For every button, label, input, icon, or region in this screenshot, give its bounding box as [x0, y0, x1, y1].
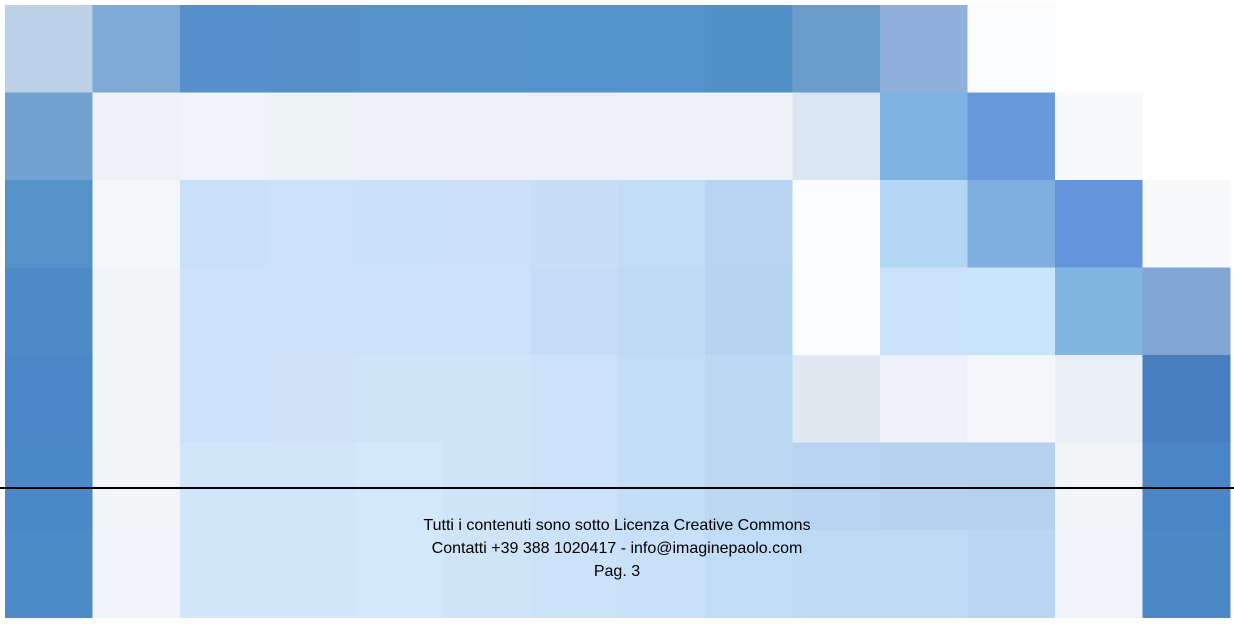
mosaic-tile [705, 93, 793, 181]
mosaic-tile [968, 180, 1056, 268]
mosaic-tile [93, 268, 181, 356]
mosaic-tile [443, 5, 531, 93]
mosaic-tile [93, 5, 181, 93]
mosaic-tile [1143, 443, 1231, 531]
mosaic-tile [793, 268, 881, 356]
mosaic-tile [705, 268, 793, 356]
mosaic-tile [1055, 530, 1143, 618]
mosaic-tile [793, 355, 881, 443]
mosaic-tile [268, 530, 356, 618]
mosaic-tile [180, 268, 268, 356]
mosaic-tile [618, 268, 706, 356]
footer-page-number: Pag. 3 [594, 563, 640, 580]
footer-contacts: Contatti +39 388 1020417 - info@imaginep… [432, 540, 803, 557]
mosaic-tile [530, 5, 618, 93]
mosaic-tile [968, 268, 1056, 356]
mosaic-tile [180, 355, 268, 443]
mosaic-tile [180, 530, 268, 618]
mosaic-tile [268, 180, 356, 268]
mosaic-tile [355, 530, 443, 618]
mosaic-tile [968, 355, 1056, 443]
mosaic-tile [93, 443, 181, 531]
mosaic-tile [355, 355, 443, 443]
page: {"footer": {"license": "Tutti i contenut… [0, 0, 1234, 625]
mosaic-tile [1143, 268, 1231, 356]
mosaic-tile [268, 5, 356, 93]
mosaic-tile [5, 443, 93, 531]
mosaic-tile [180, 93, 268, 181]
mosaic-tile [443, 93, 531, 181]
mosaic-tile [1055, 93, 1143, 181]
mosaic-tile [880, 5, 968, 93]
mosaic-tile [793, 93, 881, 181]
mosaic-tile [180, 180, 268, 268]
mosaic-tile [5, 355, 93, 443]
mosaic-tile [180, 5, 268, 93]
mosaic-tile [968, 93, 1056, 181]
mosaic-tile [1143, 180, 1231, 268]
footer-license: Tutti i contenuti sono sotto Licenza Cre… [423, 517, 810, 534]
mosaic-tile [530, 268, 618, 356]
mosaic-tile [618, 180, 706, 268]
mosaic-tile [793, 5, 881, 93]
mosaic-tile [5, 530, 93, 618]
mosaic-tile [880, 93, 968, 181]
mosaic-tile [93, 355, 181, 443]
mosaic-tile [1143, 355, 1231, 443]
mosaic-tile [443, 180, 531, 268]
mosaic-tile [93, 180, 181, 268]
mosaic-tile [793, 530, 881, 618]
mosaic-tile [443, 268, 531, 356]
mosaic-tile [880, 268, 968, 356]
mosaic-tile [530, 93, 618, 181]
mosaic-tile [268, 268, 356, 356]
mosaic-tile [530, 180, 618, 268]
mosaic-tile [93, 530, 181, 618]
mosaic-tile [268, 355, 356, 443]
mosaic-tile [880, 180, 968, 268]
mosaic-tile [1055, 180, 1143, 268]
mosaic-tile [5, 180, 93, 268]
mosaic-tile [880, 443, 968, 531]
mosaic-tile [180, 443, 268, 531]
document-page: Tutti i contenuti sono sotto Licenza Cre… [0, 0, 1234, 625]
mosaic-tile [968, 5, 1056, 93]
mosaic-tile [355, 180, 443, 268]
mosaic-tile [618, 355, 706, 443]
mosaic-tile [1055, 355, 1143, 443]
mosaic-tile [268, 93, 356, 181]
mosaic-tile [705, 5, 793, 93]
mosaic-tile [93, 93, 181, 181]
mosaic-tile [705, 355, 793, 443]
mosaic-tile [1143, 530, 1231, 618]
mosaic-tile [618, 93, 706, 181]
mosaic-tile [1055, 443, 1143, 531]
mosaic-tile [968, 443, 1056, 531]
mosaic-tile [968, 530, 1056, 618]
mosaic-tile [5, 268, 93, 356]
mosaic-tile [530, 355, 618, 443]
mosaic-tile [705, 180, 793, 268]
mosaic-tile [880, 355, 968, 443]
mosaic-tile [1055, 268, 1143, 356]
mosaic-tile [618, 5, 706, 93]
mosaic-tile [443, 355, 531, 443]
mosaic-tile [5, 5, 93, 93]
mosaic-tile [355, 268, 443, 356]
mosaic-tile [268, 443, 356, 531]
mosaic-tile [793, 180, 881, 268]
mosaic-tile [880, 530, 968, 618]
mosaic-tile [355, 5, 443, 93]
mosaic-tile [5, 93, 93, 181]
mosaic-tile [355, 93, 443, 181]
